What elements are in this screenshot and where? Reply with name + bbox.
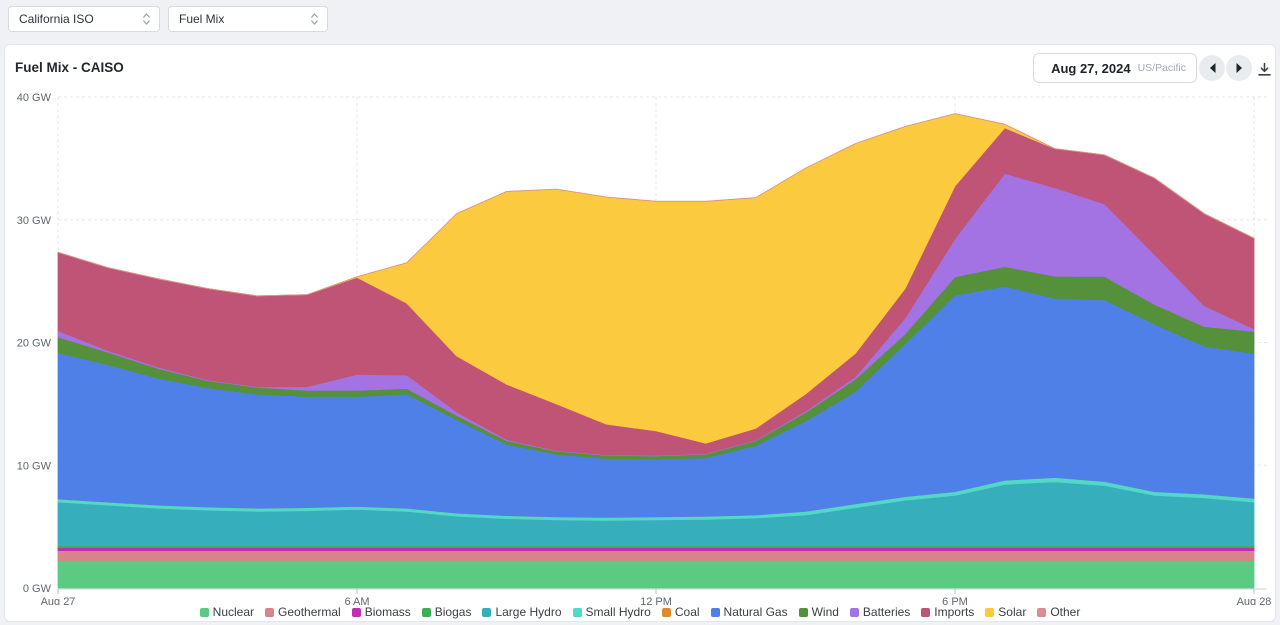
legend-item-other[interactable]: Other [1037,605,1080,619]
legend-label: Solar [998,605,1027,619]
legend-swatch-solar [985,607,995,617]
legend-swatch-imports [921,607,931,617]
legend-label: Nuclear [212,605,255,619]
legend-item-small-hydro[interactable]: Small Hydro [572,605,651,619]
legend-swatch-nuclear [199,607,209,617]
fuel-mix-chart[interactable]: Aug 27 6 AM 12 PM 6 PM Aug 28 0 GW 10 GW 20 GW 3… [5,89,1277,605]
region-select[interactable]: California ISO [8,6,160,32]
legend-item-imports[interactable]: Imports [921,605,974,619]
selected-date: Aug 27, 2024 [1051,60,1131,76]
y-tick-label: 10 GW [17,460,52,472]
chart-legend: Nuclear Geothermal Biomass Biogas Large Hydr… [5,603,1275,621]
legend-label: Wind [811,605,839,619]
download-icon [1257,62,1271,76]
y-tick-label: 20 GW [17,338,52,350]
area-nuclear[interactable] [57,560,1255,589]
view-select[interactable]: Fuel Mix [168,6,328,32]
legend-swatch-other [1037,607,1047,617]
legend-label: Batteries [862,605,911,619]
arrow-right-icon [1236,63,1242,73]
x-tick-label: 6 PM [942,596,968,605]
legend-swatch-biomass [351,607,361,617]
legend-item-natural-gas[interactable]: Natural Gas [710,605,788,619]
legend-item-large-hydro[interactable]: Large Hydro [482,605,562,619]
x-tick-label: 12 PM [640,596,672,605]
legend-label: Biogas [434,605,472,619]
x-tick-label: Aug 27 [41,596,76,605]
legend-item-biomass[interactable]: Biomass [351,605,411,619]
y-tick-label: 0 GW [23,583,52,595]
date-picker-button[interactable]: Aug 27, 2024 US/Pacific [1033,53,1197,83]
area-biomass[interactable] [57,547,1255,551]
legend-item-nuclear[interactable]: Nuclear [199,605,255,619]
legend-item-solar[interactable]: Solar [985,605,1026,619]
x-tick-label: 6 AM [344,596,369,605]
legend-label: Geothermal [278,605,341,619]
y-tick-label: 30 GW [17,215,52,227]
next-day-button[interactable] [1226,55,1252,81]
area-geothermal[interactable] [57,550,1255,561]
area-other[interactable] [57,113,1255,297]
legend-item-wind[interactable]: Wind [798,605,839,619]
legend-label: Natural Gas [723,605,788,619]
x-tick-label: Aug 28 [1237,596,1272,605]
download-button[interactable] [1255,60,1273,78]
legend-label: Large Hydro [495,605,562,619]
legend-label: Other [1050,605,1081,619]
legend-label: Coal [674,605,700,619]
legend-swatch-coal [661,607,671,617]
select-chevrons-icon [143,13,150,25]
timezone-label: US/Pacific [1137,62,1186,74]
legend-swatch-wind [798,607,808,617]
fuel-mix-card: Fuel Mix - CAISO Aug 27, 2024 US/Pacific… [4,44,1276,622]
legend-item-biogas[interactable]: Biogas [421,605,472,619]
arrow-left-icon [1209,63,1215,73]
legend-swatch-natural-gas [710,607,720,617]
select-chevrons-icon [311,13,318,25]
y-tick-label: 40 GW [17,92,52,104]
legend-swatch-geothermal [265,607,275,617]
legend-swatch-large-hydro [482,607,492,617]
page-title: Fuel Mix - CAISO [15,60,124,75]
region-select-value: California ISO [19,12,94,26]
legend-swatch-batteries [849,607,859,617]
legend-label: Imports [934,605,975,619]
legend-item-coal[interactable]: Coal [661,605,700,619]
legend-swatch-biogas [421,607,431,617]
legend-item-geothermal[interactable]: Geothermal [265,605,341,619]
legend-swatch-small-hydro [572,607,582,617]
legend-label: Biomass [364,605,411,619]
prev-day-button[interactable] [1199,55,1225,81]
legend-item-batteries[interactable]: Batteries [849,605,911,619]
legend-label: Small Hydro [585,605,651,619]
view-select-value: Fuel Mix [179,12,225,26]
